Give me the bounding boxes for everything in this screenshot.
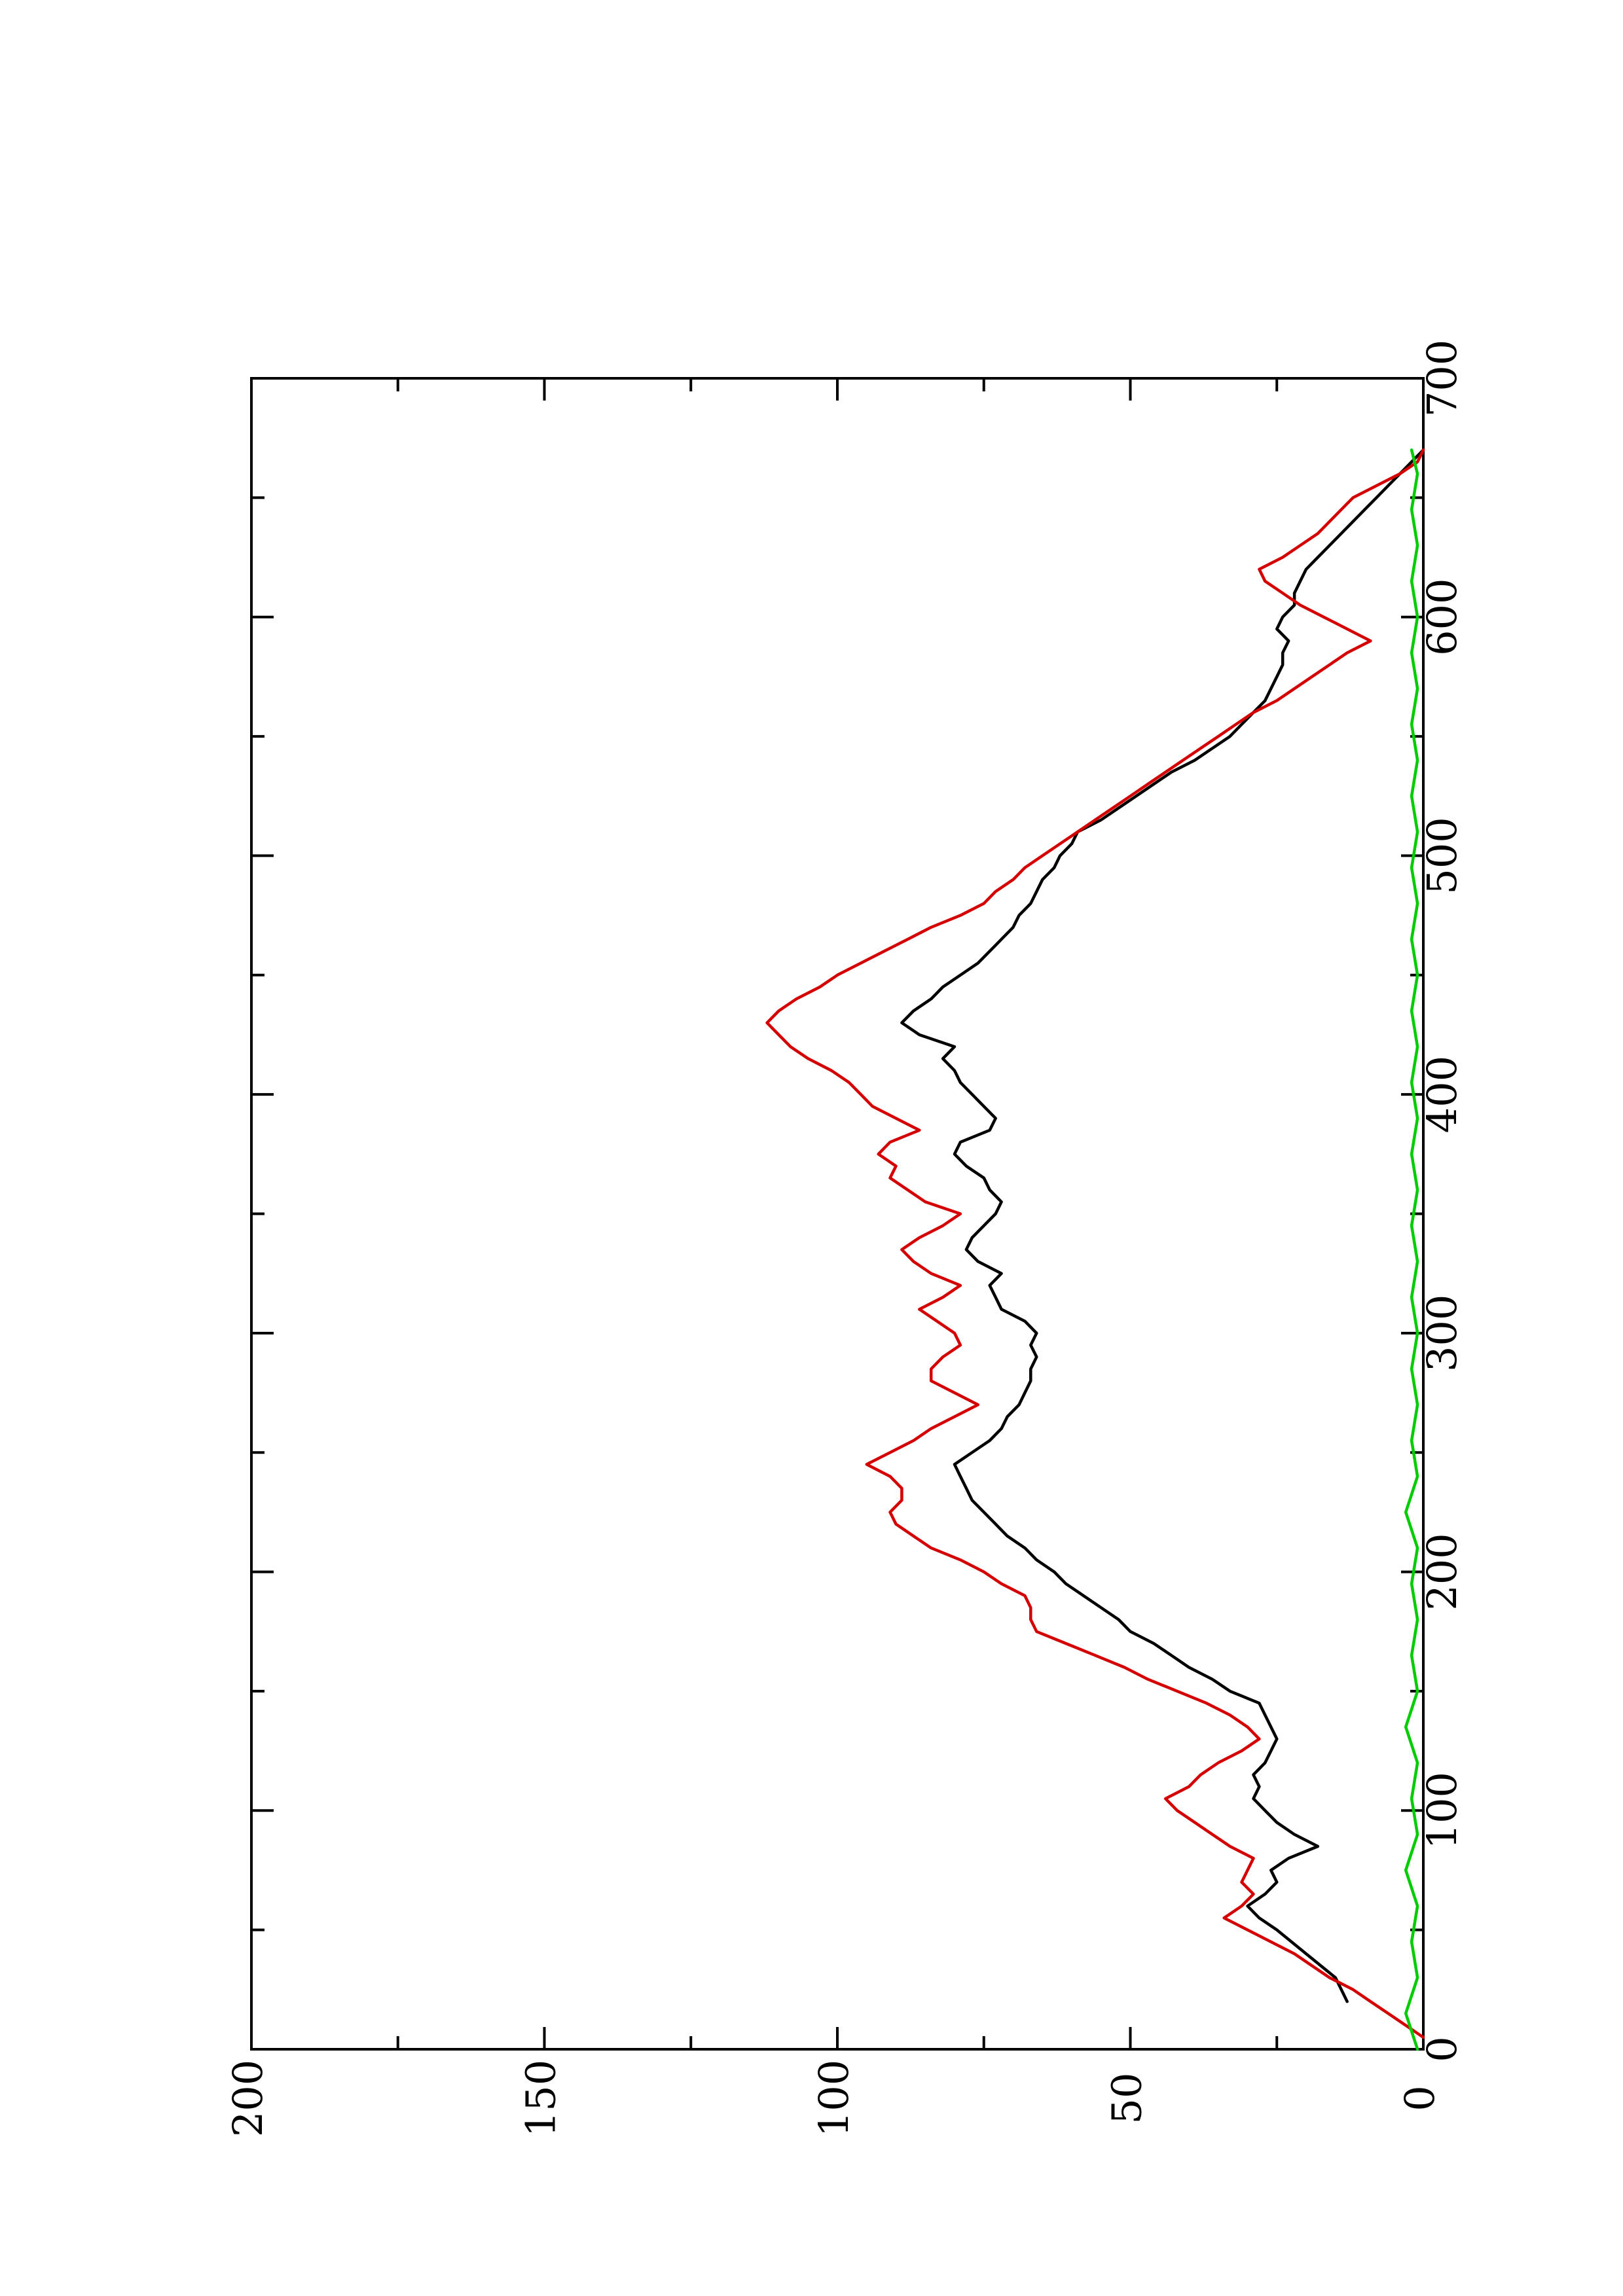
y-tick-label: 100 [810, 2060, 858, 2137]
y-tick-label: 200 [224, 2060, 272, 2137]
y-tick-label: 150 [517, 2060, 565, 2137]
x-tick-label: 100 [1418, 1772, 1466, 1849]
x-tick-label: 0 [1418, 2036, 1466, 2062]
series-line-3 [1404, 448, 1419, 2051]
tick-labels: 0 100 200 300 400 500 600 700 0 50 100 150 200 [224, 340, 1466, 2137]
series-group [765, 448, 1425, 2051]
x-tick-label: 300 [1418, 1295, 1466, 1372]
y-tick-label: 50 [1103, 2073, 1151, 2125]
plot-frame [250, 377, 1425, 2051]
x-tick-label: 400 [1418, 1056, 1466, 1133]
y-tick-label: 0 [1396, 2085, 1444, 2111]
x-tick-label: 600 [1418, 579, 1466, 656]
series-line-2 [765, 448, 1425, 2039]
x-tick-label: 500 [1418, 817, 1466, 894]
series-line-1 [900, 448, 1425, 2003]
x-tick-label: 700 [1418, 340, 1466, 417]
tick-marks [250, 377, 1425, 2051]
x-tick-label: 200 [1418, 1533, 1466, 1610]
